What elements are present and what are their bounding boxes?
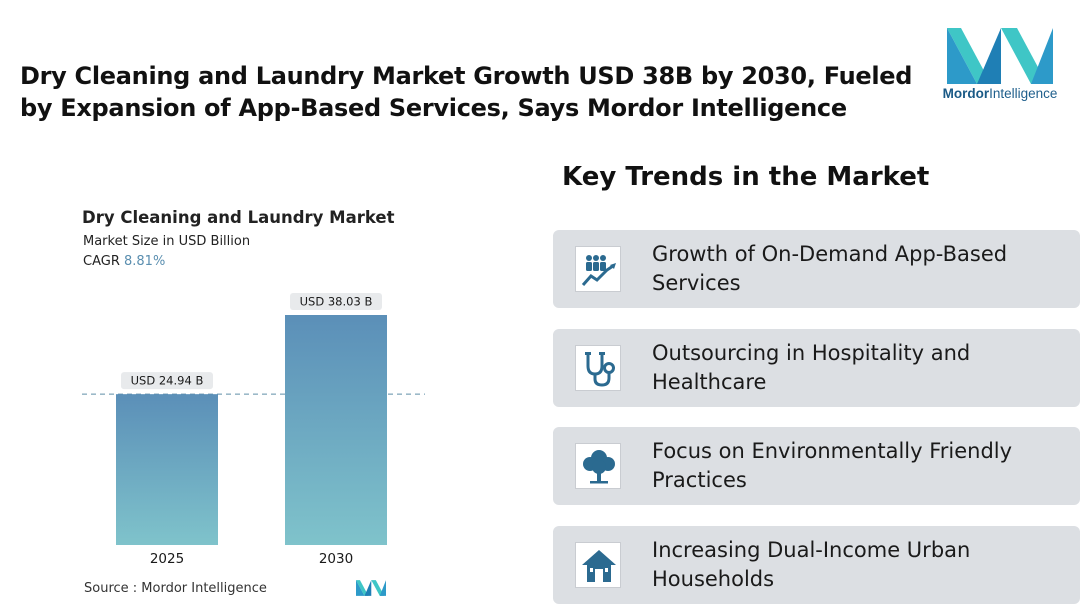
data-label: USD 38.03 B: [300, 295, 373, 309]
trend-line-2: Services: [652, 271, 741, 295]
trend-text: Focus on Environmentally Friendly Practi…: [652, 437, 1072, 495]
data-label-bg: [290, 293, 382, 310]
bar-chart: USD 24.94 B 2025 USD 38.03 B 2030: [82, 293, 425, 567]
logo-suffix: Intelligence: [989, 86, 1058, 101]
trend-line-1: Focus on Environmentally Friendly: [652, 439, 1013, 463]
logo-brand: Mordor: [942, 86, 990, 101]
chart-cagr: CAGR 8.81%: [83, 254, 165, 269]
trend-line-2: Practices: [652, 468, 747, 492]
trends-title: Key Trends in the Market: [562, 162, 930, 192]
trend-line-1: Growth of On-Demand App-Based: [652, 242, 1008, 266]
data-label-bg: [121, 372, 213, 390]
chart-subtitle: Market Size in USD Billion: [83, 234, 251, 249]
headline: Dry Cleaning and Laundry Market Growth U…: [20, 60, 920, 124]
bar-2030: [285, 315, 387, 545]
trend-text: Outsourcing in Hospitality and Healthcar…: [652, 339, 1072, 397]
bar-2025: [116, 394, 218, 545]
logo-text: MordorIntelligence: [930, 86, 1070, 101]
cagr-label: CAGR: [83, 254, 120, 269]
cagr-value: 8.81%: [124, 254, 166, 269]
trend-text: Growth of On-Demand App-Based Services: [652, 240, 1072, 298]
trend-text: Increasing Dual-Income Urban Households: [652, 536, 1072, 594]
trend-icon-box: [575, 345, 621, 391]
trend-line-2: Households: [652, 567, 775, 591]
chart-source: Source : Mordor Intelligence: [84, 581, 267, 596]
trend-icon-box: [575, 443, 621, 489]
headline-line-1: Dry Cleaning and Laundry Market Growth U…: [20, 62, 913, 90]
trend-card-app-services: Growth of On-Demand App-Based Services: [553, 230, 1080, 308]
data-label: USD 24.94 B: [131, 374, 204, 388]
headline-line-2: by Expansion of App-Based Services, Says…: [20, 94, 847, 122]
tree-icon: [583, 450, 615, 484]
growth-chart-people-icon: [581, 255, 616, 286]
trend-icon-box: [575, 542, 621, 588]
chart-title: Dry Cleaning and Laundry Market: [82, 208, 395, 227]
trend-icon-box: [575, 246, 621, 292]
x-tick-label: 2025: [150, 551, 184, 567]
trend-card-hospitality: Outsourcing in Hospitality and Healthcar…: [553, 329, 1080, 407]
x-tick-label: 2030: [319, 551, 353, 567]
trend-line-1: Outsourcing in Hospitality and: [652, 341, 971, 365]
trend-line-1: Increasing Dual-Income Urban: [652, 538, 971, 562]
trend-card-dual-income: Increasing Dual-Income Urban Households: [553, 526, 1080, 604]
trend-card-eco-practices: Focus on Environmentally Friendly Practi…: [553, 427, 1080, 505]
mordor-intelligence-logo: MordorIntelligence: [930, 28, 1070, 108]
stethoscope-icon: [585, 352, 615, 387]
source-logo-icon: [356, 580, 386, 596]
logo-mark-icon: [947, 28, 1053, 84]
trend-line-2: Healthcare: [652, 370, 767, 394]
house-icon: [582, 550, 616, 582]
